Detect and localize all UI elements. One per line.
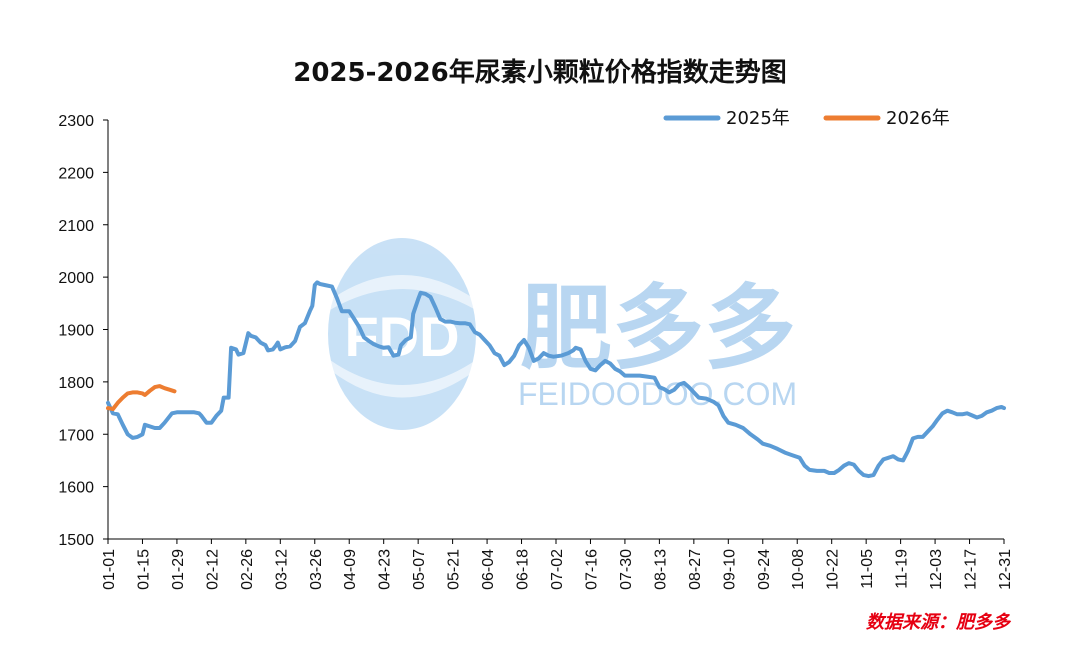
chart-title: 2025-2026年尿素小颗粒价格指数走势图 — [293, 57, 787, 88]
x-tick-label: 09-10 — [721, 549, 738, 590]
y-tick-label: 2100 — [58, 218, 94, 235]
x-tick-label: 10-22 — [825, 549, 842, 590]
x-tick-label: 05-21 — [446, 549, 463, 590]
series-layer — [106, 280, 1006, 479]
x-tick-label: 05-07 — [411, 549, 428, 590]
y-tick-label: 1900 — [58, 323, 94, 340]
watermark-brand-cn: 肥多多 — [520, 275, 796, 382]
x-tick-label: 07-16 — [583, 549, 600, 590]
x-tick-label: 08-27 — [687, 549, 704, 590]
x-tick-label: 01-29 — [170, 549, 187, 590]
y-tick-label: 2300 — [58, 113, 94, 130]
x-tick-label: 06-04 — [480, 549, 497, 590]
y-tick-label: 2000 — [58, 270, 94, 287]
x-tick-label: 10-08 — [790, 549, 807, 590]
watermark-logo-swoosh-top — [330, 275, 476, 310]
x-tick-label: 06-18 — [515, 549, 532, 590]
series-line-2026 — [106, 384, 177, 412]
y-tick-label: 1600 — [58, 480, 94, 497]
x-tick-label: 11-19 — [894, 549, 911, 589]
x-tick-label: 03-12 — [273, 549, 290, 590]
x-tick-label: 02-26 — [239, 549, 256, 590]
y-tick-label: 2200 — [58, 165, 94, 182]
y-tick-label: 1800 — [58, 375, 94, 392]
x-axis-ticks: 01-01 01-15 01-29 02-12 02-26 03-12 03-26 04-09… — [101, 539, 1014, 590]
x-tick-label: 02-12 — [204, 549, 221, 590]
x-tick-label: 07-02 — [549, 549, 566, 590]
legend: 2025年 2026年 — [663, 108, 950, 129]
y-tick-label: 1500 — [58, 532, 94, 549]
legend-label-2025: 2025年 — [726, 108, 790, 129]
x-tick-label: 01-15 — [135, 549, 152, 590]
x-tick-label: 11-05 — [859, 549, 876, 589]
x-tick-label: 08-13 — [652, 549, 669, 590]
x-tick-label: 09-24 — [756, 549, 773, 590]
y-tick-label: 1700 — [58, 427, 94, 444]
y-axis-ticks: 1500 1600 1700 1800 1900 2000 2100 2200 2300 — [58, 113, 108, 549]
x-tick-label: 04-09 — [342, 549, 359, 590]
x-tick-label: 01-01 — [101, 549, 118, 590]
source-note: 数据来源：肥多多 — [866, 612, 1012, 633]
x-tick-label: 12-31 — [997, 549, 1014, 590]
x-tick-label: 04-23 — [377, 549, 394, 590]
x-tick-label: 12-03 — [928, 549, 945, 590]
legend-label-2026: 2026年 — [886, 108, 950, 129]
x-tick-label: 12-17 — [963, 549, 980, 590]
series-line-2025 — [106, 280, 1006, 479]
watermark-logo-circle — [328, 238, 476, 430]
watermark: FDD 肥多多 FEIDOODOO.COM — [328, 238, 797, 430]
watermark-logo-swoosh-bottom — [330, 360, 476, 398]
x-tick-label: 03-26 — [308, 549, 325, 590]
x-tick-label: 07-30 — [618, 549, 635, 590]
